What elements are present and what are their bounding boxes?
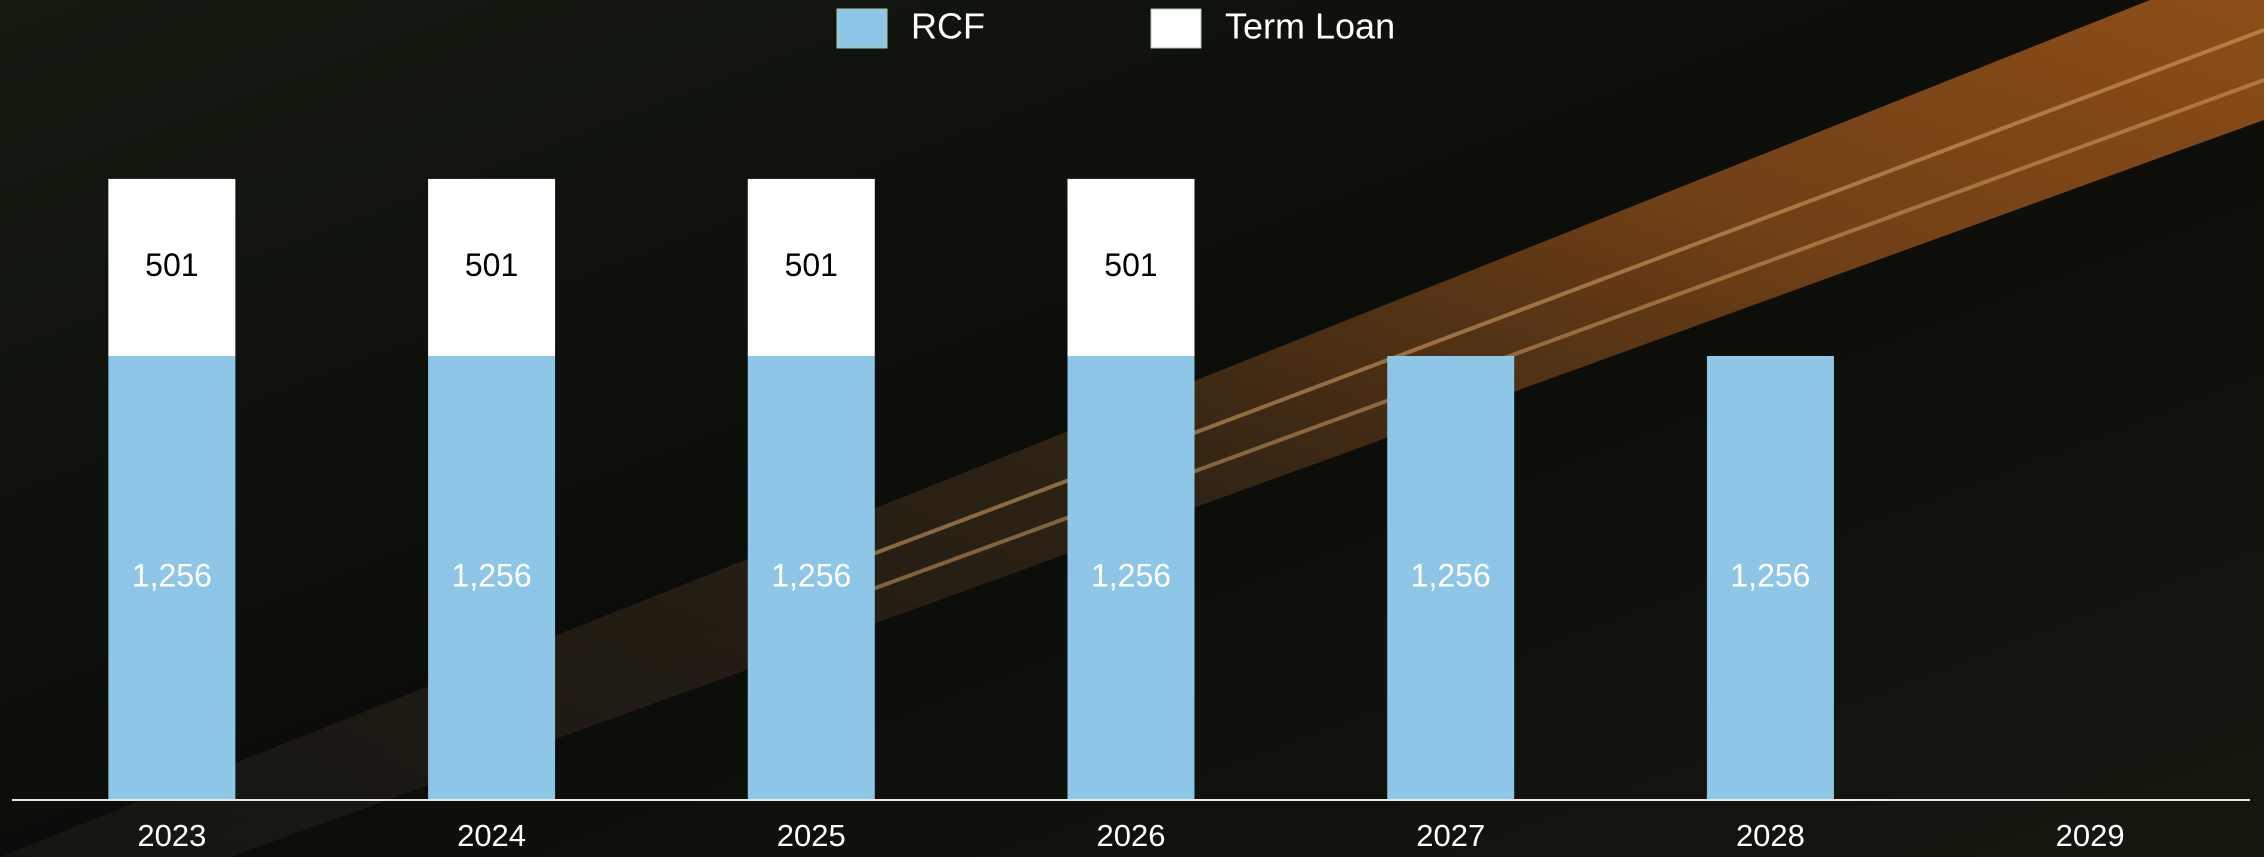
bar-segment	[1067, 178, 1195, 357]
x-tick-label: 2027	[1416, 818, 1485, 853]
x-tick-label: 2026	[1097, 818, 1166, 853]
value-label: 501	[465, 247, 518, 283]
bar-segment	[428, 356, 556, 800]
bar-segment	[108, 356, 236, 800]
bar-segment	[1387, 356, 1515, 800]
value-label: 1,256	[1730, 557, 1810, 593]
x-tick-label: 2025	[777, 818, 846, 853]
legend-swatch	[836, 8, 888, 49]
legend-label: Term Loan	[1225, 6, 1395, 47]
value-label: 1,256	[452, 557, 532, 593]
bar-segment	[1706, 356, 1834, 800]
bar-segment	[747, 356, 875, 800]
value-label: 1,256	[1411, 557, 1491, 593]
value-label: 501	[1104, 247, 1157, 283]
bar-segment	[747, 178, 875, 357]
value-label: 1,256	[1091, 557, 1171, 593]
legend: RCF Term Loan	[836, 6, 1395, 49]
bar-segment	[1067, 356, 1195, 800]
plot-area: 2023 1,256 501 2024 1,256 501 2025 1,256 501 2026…	[108, 178, 2125, 853]
legend-label: RCF	[911, 6, 985, 47]
bar-segment	[108, 178, 236, 357]
x-tick-label: 2029	[2056, 818, 2125, 853]
value-label: 501	[145, 247, 198, 283]
legend-swatch	[1150, 8, 1202, 49]
bar-segment	[428, 178, 556, 357]
x-tick-label: 2024	[457, 818, 526, 853]
x-tick-label: 2028	[1736, 818, 1805, 853]
value-label: 1,256	[132, 557, 212, 593]
value-label: 501	[785, 247, 838, 283]
x-tick-label: 2023	[137, 818, 206, 853]
value-label: 1,256	[771, 557, 851, 593]
